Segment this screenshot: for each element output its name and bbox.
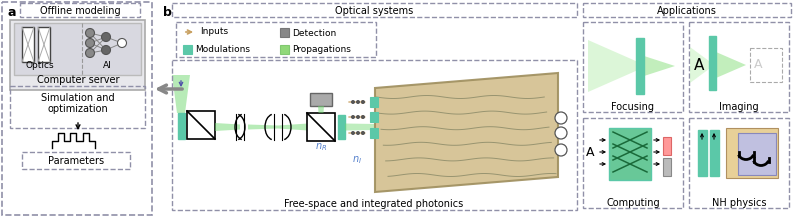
- Text: b: b: [163, 7, 172, 20]
- Polygon shape: [716, 52, 746, 78]
- Text: Optics: Optics: [25, 61, 54, 71]
- Bar: [663, 158, 671, 176]
- Text: A: A: [694, 58, 704, 72]
- Bar: [172, 3, 577, 17]
- Circle shape: [361, 115, 365, 119]
- Bar: [178, 113, 185, 139]
- Text: $n_R$: $n_R$: [315, 141, 327, 153]
- Bar: [370, 112, 378, 122]
- Polygon shape: [278, 123, 308, 130]
- Text: Computing: Computing: [606, 198, 660, 208]
- Text: a: a: [8, 7, 17, 20]
- Text: Modulations: Modulations: [195, 46, 250, 54]
- Bar: [370, 97, 378, 107]
- Text: Applications: Applications: [657, 5, 717, 15]
- Polygon shape: [215, 123, 240, 131]
- Circle shape: [356, 115, 360, 119]
- Circle shape: [356, 100, 360, 104]
- Bar: [698, 130, 707, 176]
- Circle shape: [86, 28, 94, 38]
- Text: Computer server: Computer server: [37, 75, 119, 85]
- Bar: [20, 3, 140, 17]
- Bar: [609, 128, 651, 180]
- Circle shape: [86, 49, 94, 58]
- Bar: [172, 60, 577, 210]
- Bar: [663, 137, 671, 155]
- Bar: [738, 133, 776, 175]
- Circle shape: [86, 38, 94, 48]
- Bar: [38, 27, 50, 62]
- Bar: [689, 118, 789, 208]
- Bar: [183, 45, 192, 54]
- Bar: [22, 27, 34, 62]
- Text: Simulation and: Simulation and: [41, 93, 115, 103]
- Circle shape: [102, 33, 110, 41]
- Bar: [583, 22, 683, 112]
- Bar: [689, 22, 789, 112]
- Circle shape: [555, 144, 567, 156]
- Circle shape: [351, 115, 355, 119]
- Polygon shape: [588, 40, 638, 92]
- Bar: [583, 118, 683, 208]
- Text: Parameters: Parameters: [48, 156, 104, 166]
- Text: Detection: Detection: [292, 28, 336, 38]
- Bar: [2, 2, 152, 215]
- Text: Imaging: Imaging: [719, 102, 759, 112]
- Polygon shape: [248, 125, 278, 130]
- Bar: [338, 115, 345, 139]
- Bar: [176, 22, 376, 57]
- Bar: [187, 111, 215, 139]
- Circle shape: [351, 131, 355, 135]
- Text: optimization: optimization: [48, 104, 108, 114]
- Text: Optical systems: Optical systems: [335, 5, 413, 15]
- Bar: [636, 38, 644, 94]
- Polygon shape: [172, 75, 190, 113]
- Bar: [709, 36, 716, 90]
- Text: $n_I$: $n_I$: [352, 154, 362, 166]
- Bar: [10, 20, 145, 90]
- Polygon shape: [318, 106, 324, 113]
- Text: Focusing: Focusing: [611, 102, 654, 112]
- Circle shape: [356, 131, 360, 135]
- Text: Propagations: Propagations: [292, 46, 351, 54]
- Text: A: A: [586, 146, 594, 158]
- Polygon shape: [345, 123, 375, 130]
- Bar: [14, 23, 141, 75]
- Bar: [10, 86, 145, 128]
- Circle shape: [361, 131, 365, 135]
- Bar: [307, 113, 335, 141]
- Text: Offline modeling: Offline modeling: [40, 5, 121, 15]
- Bar: [22, 152, 130, 169]
- Bar: [280, 28, 289, 37]
- Text: Inputs: Inputs: [200, 28, 228, 36]
- Text: NH physics: NH physics: [711, 198, 766, 208]
- Polygon shape: [690, 47, 709, 83]
- Circle shape: [361, 100, 365, 104]
- Bar: [310, 93, 332, 106]
- Bar: [750, 48, 782, 82]
- Bar: [583, 3, 791, 17]
- Circle shape: [102, 46, 110, 54]
- Polygon shape: [644, 56, 675, 76]
- Bar: [710, 130, 719, 176]
- Circle shape: [555, 112, 567, 124]
- Polygon shape: [375, 73, 558, 192]
- Text: A: A: [754, 59, 762, 71]
- Circle shape: [351, 100, 355, 104]
- Bar: [726, 128, 778, 178]
- Bar: [280, 45, 289, 54]
- Text: AI: AI: [102, 61, 111, 71]
- Circle shape: [555, 127, 567, 139]
- Circle shape: [118, 38, 126, 48]
- Bar: [370, 128, 378, 138]
- Text: Free-space and integrated photonics: Free-space and integrated photonics: [284, 199, 464, 209]
